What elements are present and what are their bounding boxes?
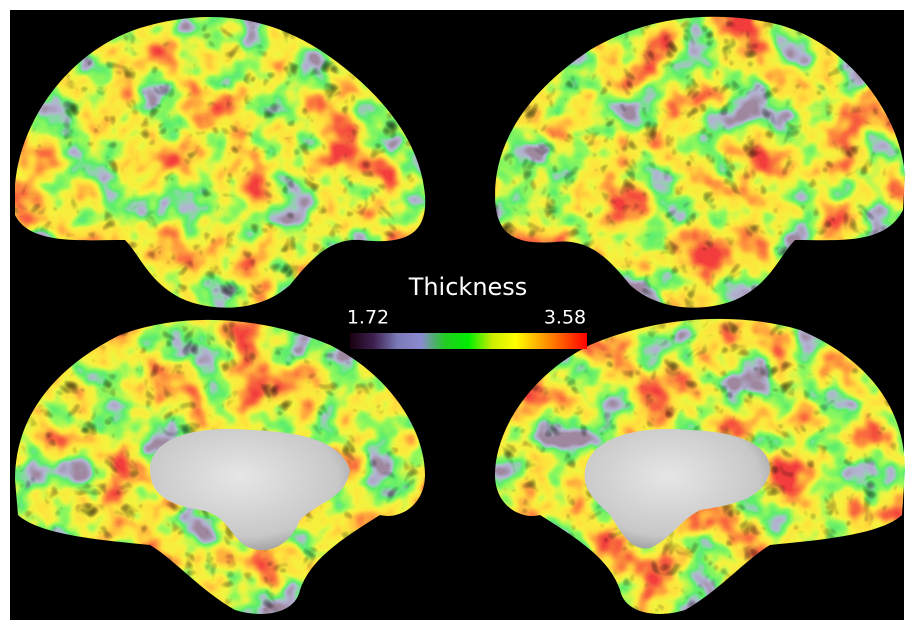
corpus-callosum bbox=[150, 429, 350, 551]
corpus-callosum bbox=[584, 429, 770, 549]
colorbar-title: Thickness bbox=[408, 273, 528, 301]
brain-medial-left bbox=[15, 319, 425, 614]
colorbar bbox=[350, 333, 587, 349]
colorbar-min: 1.72 bbox=[347, 307, 389, 329]
colorbar-max: 3.58 bbox=[544, 307, 586, 329]
